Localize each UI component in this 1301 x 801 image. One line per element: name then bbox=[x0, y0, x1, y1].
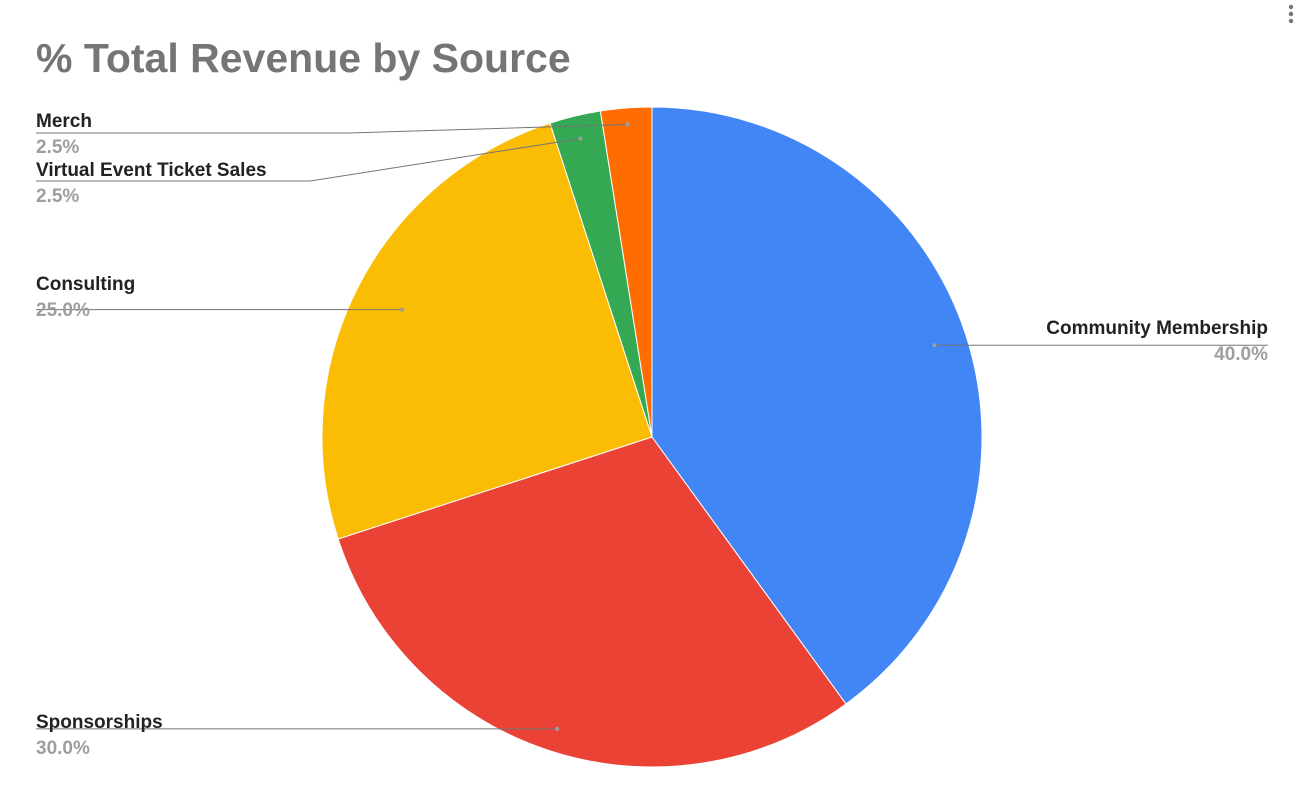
slice-label-sponsorships: Sponsorships bbox=[36, 712, 163, 733]
pie-slices bbox=[321, 106, 983, 768]
leader-dot-sponsorships bbox=[555, 726, 560, 731]
slice-label-virtual-event-ticket-sales: Virtual Event Ticket Sales bbox=[36, 160, 267, 181]
leader-dot-merch bbox=[625, 122, 630, 127]
pie-slice-community-membership[interactable] bbox=[651, 106, 983, 705]
leader-dot-consulting bbox=[400, 307, 405, 312]
slice-percent-virtual-event-ticket-sales: 2.5% bbox=[36, 186, 79, 207]
leader-line-virtual-event-ticket-sales bbox=[36, 138, 581, 182]
slice-label-community-membership: Community Membership bbox=[1046, 318, 1268, 339]
slice-percent-consulting: 25.0% bbox=[36, 300, 90, 321]
pie-slice-sponsorships[interactable] bbox=[337, 436, 847, 768]
slice-label-consulting: Consulting bbox=[36, 274, 135, 295]
leader-line-merch bbox=[36, 123, 628, 134]
leader-dot-community-membership bbox=[932, 343, 937, 348]
slice-percent-merch: 2.5% bbox=[36, 137, 79, 158]
slice-percent-community-membership: 40.0% bbox=[1214, 344, 1268, 365]
slice-labels: Community Membership 40.0% Sponsorships 30.… bbox=[36, 111, 1268, 759]
slice-percent-sponsorships: 30.0% bbox=[36, 738, 90, 759]
pie-slice-consulting[interactable] bbox=[321, 122, 653, 540]
more-options-icon[interactable] bbox=[1282, 0, 1300, 30]
slice-label-merch: Merch bbox=[36, 111, 92, 132]
leader-dot-virtual-event-ticket-sales bbox=[578, 136, 583, 141]
chart-title: % Total Revenue by Source bbox=[36, 35, 571, 81]
pie-slice-merch[interactable] bbox=[599, 106, 653, 438]
